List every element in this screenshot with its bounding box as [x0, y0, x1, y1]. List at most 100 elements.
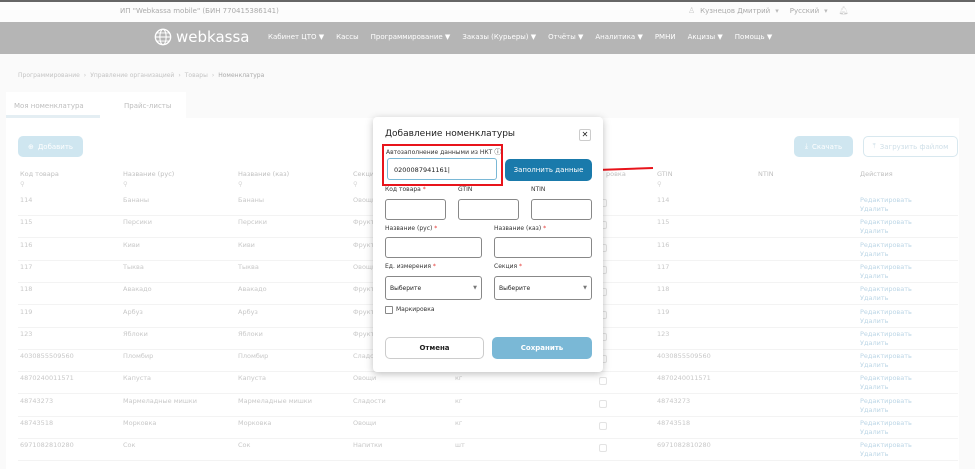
delete-link[interactable]: Удалить: [860, 361, 889, 370]
search-icon[interactable]: ⚲: [238, 180, 243, 188]
cell-name-ru: Яблоки: [123, 329, 148, 338]
delete-link[interactable]: Удалить: [860, 227, 889, 236]
add-nomenclature-modal: Добавление номенклатуры ✕ Автозаполнение…: [373, 117, 603, 372]
cell-code: 119: [20, 307, 33, 316]
cell-code: 48743518: [20, 419, 54, 427]
nav-excise[interactable]: Акцизы ▼: [687, 33, 723, 41]
breadcrumb-item[interactable]: Товары: [184, 72, 208, 79]
row-divider: [18, 438, 958, 439]
nav-orders[interactable]: Заказы (Курьеры) ▼: [462, 33, 537, 41]
tab-price-lists[interactable]: Прайс-листы: [100, 92, 186, 118]
column-header: NTIN: [758, 170, 774, 178]
fill-data-button[interactable]: Заполнить данные: [505, 159, 592, 181]
autofill-input[interactable]: 0200087941161|: [387, 158, 497, 180]
delete-link[interactable]: Удалить: [860, 428, 889, 436]
cell-section: Фрукты: [353, 307, 380, 316]
delete-link[interactable]: Удалить: [860, 338, 889, 347]
cancel-button[interactable]: Отмена: [385, 337, 484, 359]
cell-name-ru: Арбуз: [123, 307, 143, 316]
download-icon: ⤓: [804, 142, 809, 150]
close-icon[interactable]: ✕: [579, 129, 591, 141]
edit-link[interactable]: Редактировать: [860, 396, 912, 405]
language-select[interactable]: Русский: [789, 6, 820, 15]
add-button[interactable]: ⊕ Добавить: [18, 136, 83, 157]
cell-code: 116: [20, 240, 33, 249]
edit-link[interactable]: Редактировать: [860, 218, 912, 227]
delete-link[interactable]: Удалить: [860, 383, 889, 392]
edit-link[interactable]: Редактировать: [860, 374, 912, 383]
section-select[interactable]: Выберите ▼: [494, 276, 592, 300]
info-icon[interactable]: ⓘ: [494, 148, 502, 156]
label-text: Ед. измерения: [385, 263, 431, 270]
nav-reports[interactable]: Отчёты ▼: [548, 33, 584, 41]
edit-link[interactable]: Редактировать: [860, 307, 912, 316]
required-mark: *: [432, 263, 436, 270]
search-icon[interactable]: ⚲: [657, 180, 662, 188]
edit-link[interactable]: Редактировать: [860, 419, 912, 427]
column-header: Код товара: [20, 170, 59, 178]
tab-my-nomenclature[interactable]: Моя номенклатура: [6, 92, 100, 118]
user-menu[interactable]: Кузнецов Дмитрий: [700, 6, 771, 15]
search-icon[interactable]: ⚲: [20, 180, 25, 188]
cell-gtin: 123: [657, 329, 670, 338]
ntin-input[interactable]: [531, 199, 592, 220]
breadcrumb-item[interactable]: Управление организацией: [90, 72, 175, 79]
cell-name-kz: Авакадо: [238, 285, 267, 294]
upload-file-button[interactable]: ⤒ Загрузить файлом: [863, 136, 958, 157]
nav-rmni[interactable]: РМНИ: [654, 33, 676, 41]
cell-name-ru: Бананы: [123, 196, 150, 204]
edit-link[interactable]: Редактировать: [860, 240, 912, 249]
delete-link[interactable]: Удалить: [860, 294, 889, 303]
nav-programming[interactable]: Программирование ▼: [370, 33, 451, 41]
delete-link[interactable]: Удалить: [860, 450, 889, 459]
cell-name-ru: Тыква: [123, 262, 144, 271]
cell-code: 48743273: [20, 396, 54, 405]
upload-icon: ⤒: [872, 142, 876, 150]
marking-checkbox[interactable]: [385, 306, 393, 314]
breadcrumb-item[interactable]: Программирование: [18, 72, 80, 79]
nav-help[interactable]: Помощь ▼: [734, 33, 773, 41]
edit-link[interactable]: Редактировать: [860, 329, 912, 338]
edit-link[interactable]: Редактировать: [860, 196, 912, 204]
delete-link[interactable]: Удалить: [860, 271, 889, 280]
nav-cto[interactable]: Кабинет ЦТО ▼: [268, 33, 325, 41]
name-ru-label: Название (рус) *: [385, 225, 437, 232]
cell-unit: кг: [455, 419, 463, 427]
label-text: Название (каз): [494, 225, 542, 232]
cell-name-ru: Морковка: [123, 419, 157, 427]
search-icon[interactable]: ⚲: [123, 180, 128, 188]
gtin-input[interactable]: [458, 199, 519, 220]
search-icon[interactable]: ⚲: [353, 180, 358, 188]
logo[interactable]: webkassa: [154, 28, 249, 46]
name-ru-input[interactable]: [385, 237, 482, 258]
cell-section: Овощи: [353, 374, 377, 383]
breadcrumb-separator: ›: [178, 72, 181, 79]
nav-kassy[interactable]: Кассы: [336, 33, 359, 41]
cell-gtin: 114: [657, 196, 670, 204]
delete-link[interactable]: Удалить: [860, 316, 889, 325]
delete-link[interactable]: Удалить: [860, 205, 889, 213]
cell-name-ru: Киви: [123, 240, 140, 249]
download-button[interactable]: ⤓ Скачать: [794, 136, 853, 157]
top-bar: ИП "Webkassa mobile" (БИН 770415386141) …: [0, 0, 975, 22]
cell-gtin: 48743273: [657, 396, 691, 405]
nav-analytics[interactable]: Аналитика ▼: [595, 33, 643, 41]
nav-items: Кабинет ЦТО ▼ Кассы Программирование ▼ З…: [268, 33, 772, 41]
cell-section: Овощи: [353, 419, 377, 427]
unit-select[interactable]: Выберите ▼: [385, 276, 482, 300]
cell-section: Фрукты: [353, 218, 380, 227]
cell-gtin: 119: [657, 307, 670, 316]
required-mark: *: [434, 225, 438, 232]
name-kz-input[interactable]: [494, 237, 592, 258]
autofill-value: 0200087941161: [394, 166, 448, 174]
bell-icon[interactable]: 🔔︎: [838, 6, 849, 15]
edit-link[interactable]: Редактировать: [860, 285, 912, 294]
code-input[interactable]: [385, 199, 446, 220]
save-button[interactable]: Сохранить: [492, 337, 592, 359]
delete-link[interactable]: Удалить: [860, 405, 889, 414]
edit-link[interactable]: Редактировать: [860, 441, 912, 450]
delete-link[interactable]: Удалить: [860, 249, 889, 258]
code-label: Код товара *: [385, 186, 426, 193]
edit-link[interactable]: Редактировать: [860, 262, 912, 271]
edit-link[interactable]: Редактировать: [860, 352, 912, 361]
